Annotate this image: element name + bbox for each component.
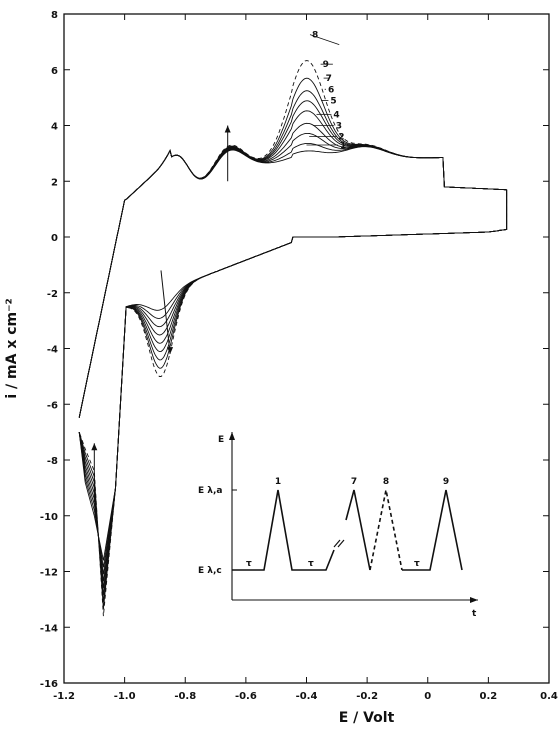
- x-tick-label: -0.8: [174, 691, 196, 702]
- y-tick-label: 0: [51, 233, 58, 244]
- inset-hold-label-2: τ: [308, 559, 314, 569]
- inset-upper-label: E λ,a: [198, 486, 222, 496]
- y-tick-label: -16: [40, 679, 58, 690]
- curve-label-2: 2: [338, 133, 344, 143]
- inset-peak-label-8: 8: [383, 477, 389, 487]
- curve-labels: 123 4 567 9 8: [306, 31, 346, 151]
- anodic-trend-arrowhead: [224, 125, 231, 133]
- curve-label-9: 9: [323, 60, 329, 70]
- voltammogram-curves: [78, 60, 508, 617]
- y-tick-label: -10: [40, 512, 58, 523]
- inset-hold-label-1: τ: [246, 559, 252, 569]
- limit-trend-arrowhead: [91, 443, 98, 451]
- plot-border: [63, 13, 550, 684]
- y-tick-label: -4: [47, 345, 58, 356]
- inset-waveform-cycle7: [345, 489, 371, 571]
- inset-hold-label-3: τ: [414, 559, 420, 569]
- cv-curve-1: [78, 146, 508, 561]
- y-tick-label: 4: [51, 122, 58, 133]
- y-tick-label: 2: [51, 177, 58, 188]
- inset-y-arrowhead: [229, 432, 235, 440]
- y-tick-label: -8: [47, 456, 58, 467]
- potential-program-inset: Et E λ,a E λ,c τ τ τ 1 7 8 9: [198, 432, 478, 619]
- inset-peak-label-9: 9: [443, 477, 449, 487]
- inset-waveform-cycle9: [402, 489, 463, 571]
- x-axis-title: E / Volt: [339, 710, 395, 726]
- x-tick-label: 0.4: [540, 691, 558, 702]
- curve-label-4: 4: [333, 110, 339, 120]
- y-axis-title: i / mA x cm⁻²: [4, 298, 20, 398]
- x-tick-label: 0: [424, 691, 431, 702]
- inset-waveform-cycle8: [369, 489, 403, 571]
- x-tick-label: 0.2: [480, 691, 498, 702]
- y-tick-label: -6: [47, 400, 58, 411]
- y-tick-label: 6: [51, 66, 58, 77]
- cv-curve-8: [78, 60, 508, 617]
- cv-curve-6: [78, 100, 508, 596]
- x-tick-label: -0.2: [356, 691, 378, 702]
- curve-label-6: 6: [328, 85, 334, 95]
- trend-arrows: [91, 125, 231, 502]
- x-tick-label: -0.4: [296, 691, 318, 702]
- curve-label-7: 7: [326, 74, 332, 84]
- curve-label-3: 3: [336, 122, 342, 132]
- x-tick-label: -1.2: [53, 691, 75, 702]
- cv-curve-5: [78, 110, 508, 589]
- inset-peak-label-1: 1: [275, 477, 281, 487]
- curve-label-1: 1: [340, 141, 346, 151]
- cathodic-trend-arrowhead: [167, 347, 174, 355]
- y-tick-label: -2: [47, 289, 58, 300]
- inset-break-mark: [337, 539, 345, 548]
- curve-label-5: 5: [330, 96, 336, 106]
- y-tick-label: -14: [40, 623, 58, 634]
- y-tick-label: 8: [51, 10, 58, 21]
- inset-x-arrowhead: [470, 597, 478, 603]
- x-tick-label: -1.0: [114, 691, 136, 702]
- curve-label-8: 8: [312, 31, 318, 41]
- plot-frame: [63, 13, 550, 684]
- curve-leader-8: [309, 34, 340, 46]
- inset-lower-label: E λ,c: [198, 566, 222, 576]
- inset-peak-label-7: 7: [351, 477, 357, 487]
- inset-x-label: t: [472, 609, 477, 619]
- cv-curve-7: [78, 90, 508, 603]
- y-tick-label: -12: [40, 568, 58, 579]
- cv-curve-4: [78, 122, 508, 582]
- inset-y-label: E: [218, 435, 224, 445]
- inset-break-mark: [333, 539, 341, 548]
- inset-waveform-start: [232, 489, 335, 571]
- axis-ticks: -1.2 -1.0 -0.8 -0.6 -0.4 -0.2 0 0.2 0.4 -16 -14 -12…: [40, 10, 558, 702]
- x-tick-label: -0.6: [235, 691, 257, 702]
- cathodic-trend-arrow: [160, 270, 171, 355]
